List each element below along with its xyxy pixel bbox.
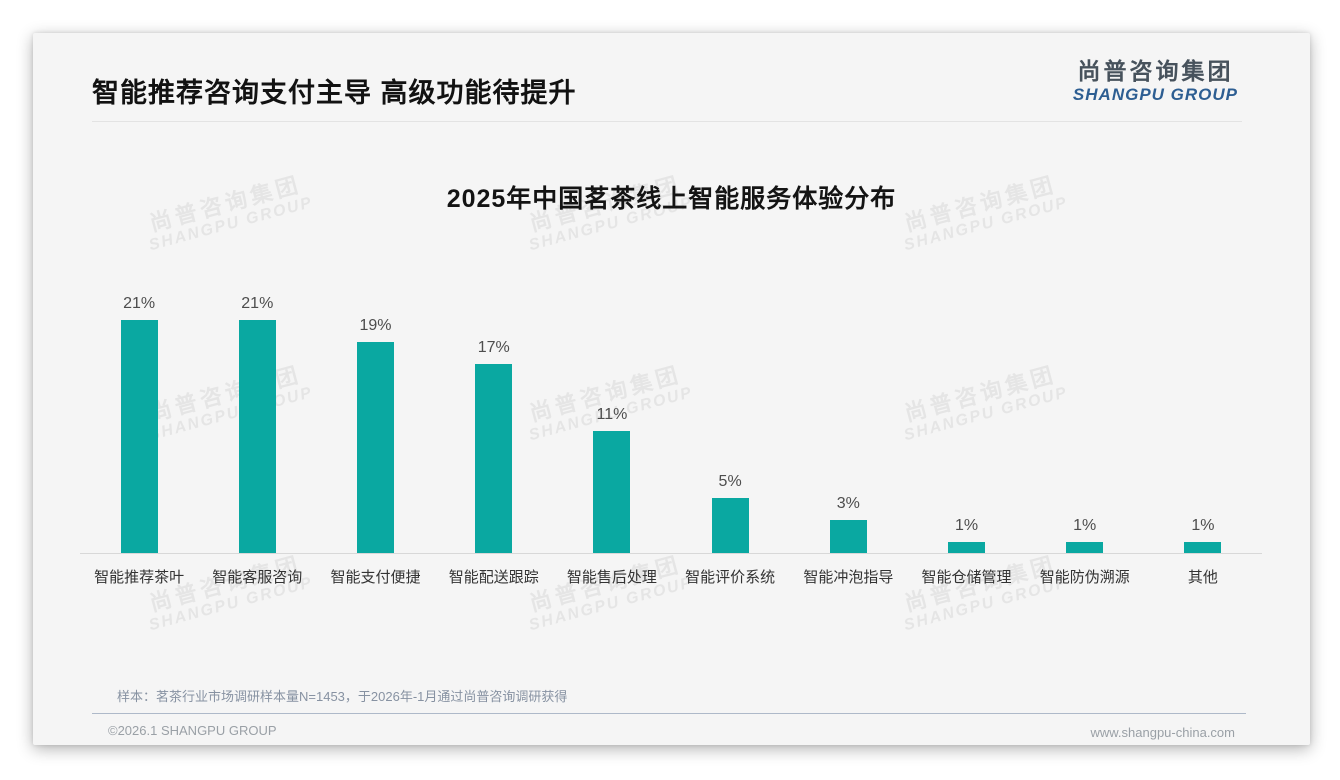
bar-value-label: 11% [596,405,628,423]
bar [475,364,513,553]
bar-value-label: 3% [836,494,860,512]
plot-area: 21% 21% 19% 17% 11% 5% 3% 1% 1% 1% [80,295,1262,553]
bar-value-label: 1% [1191,516,1215,534]
category-label: 智能配送跟踪 [448,569,539,586]
header-divider [92,121,1242,122]
logo-text-en: SHANGPU GROUP [1072,85,1238,105]
bar-column: 1% [1026,295,1144,553]
bar-value-label: 1% [954,516,979,534]
logo-text-cn: 尚普咨询集团 [1077,58,1234,84]
category-label: 其他 [1187,569,1218,586]
page-title: 智能推荐咨询支付主导 高级功能待提升 [92,78,577,108]
bar [1184,541,1222,553]
footer-website: www.shangpu-china.com [1090,725,1235,740]
bar-value-label: 21% [123,295,156,312]
category-label: 智能冲泡指导 [803,569,894,586]
bar-value-label: 1% [1073,516,1097,534]
bar-value-label: 19% [359,317,392,335]
company-logo: 尚普咨询集团 SHANGPU GROUP [1072,58,1238,105]
category-label: 智能客服咨询 [212,569,303,586]
watermark: 尚普咨询集团 SHANGPU GROUP [126,546,330,640]
bar-column: 17% [435,295,553,553]
category-label: 智能售后处理 [566,569,657,586]
footer-divider [92,713,1246,714]
x-axis-line [80,553,1262,554]
category-label: 智能评价系统 [685,569,776,586]
bar [829,519,867,553]
bar-value-label: 17% [477,339,510,357]
bar-column: 11% [553,295,671,553]
footer-copyright: ©2026.1 SHANGPU GROUP [108,723,277,738]
bar-column: 5% [671,295,789,553]
category-label: 智能支付便捷 [330,569,421,586]
bar [357,342,394,553]
category-label: 智能防伪溯源 [1039,569,1130,586]
category-axis: 智能推荐茶叶 智能客服咨询 智能支付便捷 智能配送跟踪 智能售后处理 智能评价系统 智能冲泡… [80,566,1262,587]
category-label: 智能推荐茶叶 [94,569,185,586]
slide-card: 尚普咨询集团 SHANGPU GROUP 尚普咨询集团 SHANGPU GROUP 尚普… [33,33,1310,745]
bar [593,430,631,553]
bar-column: 1% [907,295,1025,553]
bar [948,541,986,553]
bar-value-label: 5% [718,472,742,490]
sample-footnote: 样本：茗茶行业市场调研样本量N=1453，于2026年-1月通过尚普咨询调研获得 [117,689,568,704]
bar [1066,541,1104,553]
watermark: 尚普咨询集团 SHANGPU GROUP [881,546,1085,640]
bar-column: 21% [80,295,198,553]
bar [238,320,276,553]
bar-column: 1% [1144,295,1262,553]
bar-column: 3% [789,295,907,553]
watermark: 尚普咨询集团 SHANGPU GROUP [506,546,710,640]
category-label: 智能仓储管理 [921,569,1012,586]
bar-column: 21% [198,295,316,553]
chart-title: 2025年中国茗茶线上智能服务体验分布 [446,185,897,213]
bar [711,497,749,553]
bar-value-label: 21% [241,295,274,312]
bar [120,320,158,553]
bar-column: 19% [316,295,434,553]
